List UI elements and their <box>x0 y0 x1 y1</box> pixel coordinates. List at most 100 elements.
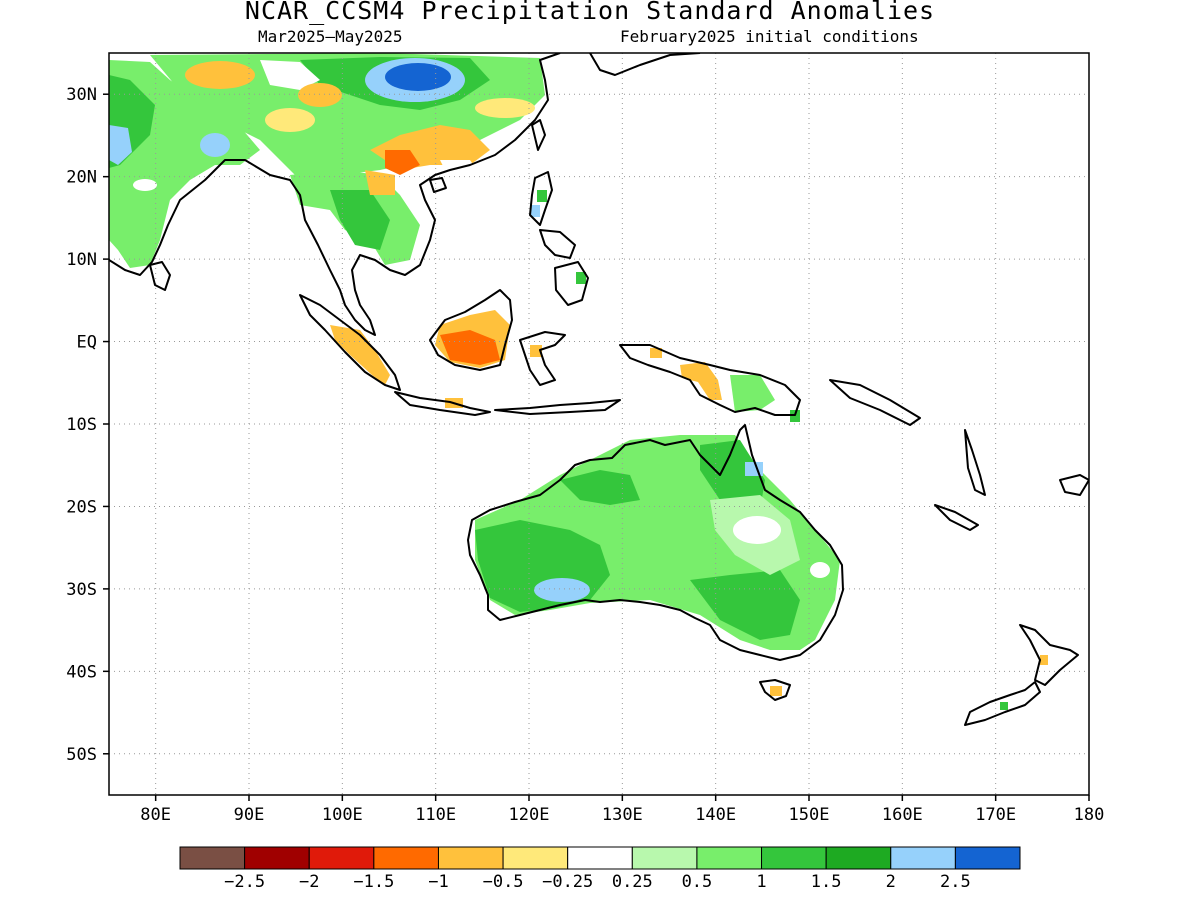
coastline-korea-japan <box>589 53 701 76</box>
anomaly-new-guinea-dry <box>680 362 722 400</box>
coastline-new-caledonia <box>934 504 979 531</box>
coastline-lesser-sunda <box>494 399 621 415</box>
coastline-hainan <box>429 177 447 193</box>
coastline-sumatra <box>299 294 401 391</box>
y-tick-label: 20N <box>66 168 97 188</box>
anomaly-borneo-strong <box>440 330 500 365</box>
x-tick-label: 160E <box>882 805 923 825</box>
colorbar-swatch <box>179 846 246 870</box>
colorbar-label: 2.5 <box>940 872 971 892</box>
anomaly-sulawesi <box>530 345 542 357</box>
colorbar-label: −2 <box>299 872 319 892</box>
anomaly-australia-north <box>560 470 640 505</box>
anomaly-nz <box>1040 655 1048 665</box>
map-title: NCAR_CCSM4 Precipitation Standard Anomal… <box>244 0 936 25</box>
anomaly-australia-south <box>690 570 800 640</box>
axis-ticks: 80E 90E 100E 110E 120E 130E 140E 150E 160E 170E 18… <box>66 85 1104 825</box>
y-tick-label: 30N <box>66 85 97 105</box>
x-tick-label: 180 <box>1074 805 1105 825</box>
anomaly-sumatra <box>330 325 390 385</box>
anomaly-india-white <box>133 179 157 191</box>
coastline-vanuatu <box>964 429 986 496</box>
colorbar-swatch <box>761 846 827 870</box>
coastline-mainland-asia <box>109 53 561 336</box>
anomaly-new-guinea-dry2 <box>650 348 662 358</box>
anomaly-new-guinea-wet <box>730 375 775 412</box>
coastline-australia <box>467 424 844 661</box>
coastline-borneo <box>429 289 513 371</box>
anomaly-indochina-strong <box>330 190 390 250</box>
colorbar-label: 2 <box>886 872 896 892</box>
anomaly-tibet-white <box>260 60 320 90</box>
colorbar-swatch <box>308 846 375 870</box>
y-tick-label: 10N <box>66 250 97 270</box>
anomaly-qld-white <box>733 516 781 544</box>
x-tick-label: 110E <box>415 805 456 825</box>
anomaly-india-blue <box>109 125 132 165</box>
coastline-fiji <box>1059 474 1089 496</box>
x-tick-label: 80E <box>140 805 171 825</box>
x-tick-label: 140E <box>695 805 736 825</box>
anomaly-tibet-dry2 <box>298 83 342 107</box>
anomaly-sw-blue <box>534 578 590 602</box>
y-tick-label: 30S <box>66 580 97 600</box>
colorbar-swatch <box>502 846 569 870</box>
coastline-tasmania <box>759 679 791 701</box>
colorbar-label: 1.5 <box>811 872 842 892</box>
colorbar-swatch <box>567 846 633 870</box>
initial-conditions: February2025 initial conditions <box>620 27 919 46</box>
coastline-new-guinea <box>619 344 801 416</box>
coastline-visayas <box>539 229 576 259</box>
anomaly-tibet-dry3 <box>475 98 535 118</box>
y-tick-label: 20S <box>66 497 97 517</box>
anomaly-tibet-lb2 <box>200 133 230 157</box>
x-tick-label: 100E <box>322 805 363 825</box>
anomaly-tasmania <box>770 686 782 696</box>
colorbar-swatch <box>437 846 504 870</box>
anomaly-tibet-dry4 <box>265 108 315 132</box>
coastlines <box>109 53 1089 726</box>
coastline-sulawesi <box>519 331 566 386</box>
x-tick-label: 120E <box>509 805 550 825</box>
colorbar-swatch <box>373 846 439 870</box>
anomaly-mindanao <box>576 272 586 284</box>
anomaly-nsw-white <box>810 562 830 578</box>
colorbar-label: −1 <box>428 872 448 892</box>
colorbar-swatch <box>890 846 956 870</box>
coastline-nz-north <box>1019 624 1079 686</box>
colorbar-label: −1.5 <box>353 872 394 892</box>
lat-lon-grid <box>109 53 1089 795</box>
anomaly-philippines <box>537 190 547 202</box>
coastline-mindanao <box>554 261 589 306</box>
colorbar-label: −0.5 <box>483 872 524 892</box>
y-tick-label: 40S <box>66 662 97 682</box>
colorbar: −2.5 −2 −1.5 −1 −0.5 −0.25 0.25 0.5 1 1.5 2 2.5 <box>179 846 1021 892</box>
anomaly-indochina-dry <box>365 170 395 195</box>
colorbar-swatch <box>244 846 310 870</box>
y-tick-label: 10S <box>66 415 97 435</box>
x-tick-label: 130E <box>602 805 643 825</box>
colorbar-swatch <box>825 846 892 870</box>
anomaly-qld-blue <box>745 462 763 476</box>
anomaly-tibet-blue <box>385 63 451 91</box>
anomaly-nz-south <box>1000 702 1008 710</box>
anomaly-shading <box>109 53 1048 710</box>
coastline-solomons <box>829 379 921 426</box>
coastline-nz-south <box>964 681 1041 726</box>
colorbar-swatch <box>954 846 1021 870</box>
colorbar-label: −2.5 <box>224 872 265 892</box>
colorbar-label: 1 <box>756 872 766 892</box>
anomaly-australia-ne <box>700 440 765 510</box>
x-tick-label: 90E <box>234 805 265 825</box>
colorbar-label: 0.5 <box>682 872 713 892</box>
coastline-sri-lanka <box>149 261 171 291</box>
coastline-luzon <box>529 171 553 226</box>
anomaly-tibet-dry1 <box>185 61 255 89</box>
forecast-period: Mar2025–May2025 <box>258 27 403 46</box>
coastline-taiwan <box>531 119 546 151</box>
colorbar-swatch <box>696 846 763 870</box>
anomaly-south-china-strong <box>385 150 420 175</box>
colorbar-label: −0.25 <box>542 872 593 892</box>
x-tick-label: 150E <box>789 805 830 825</box>
